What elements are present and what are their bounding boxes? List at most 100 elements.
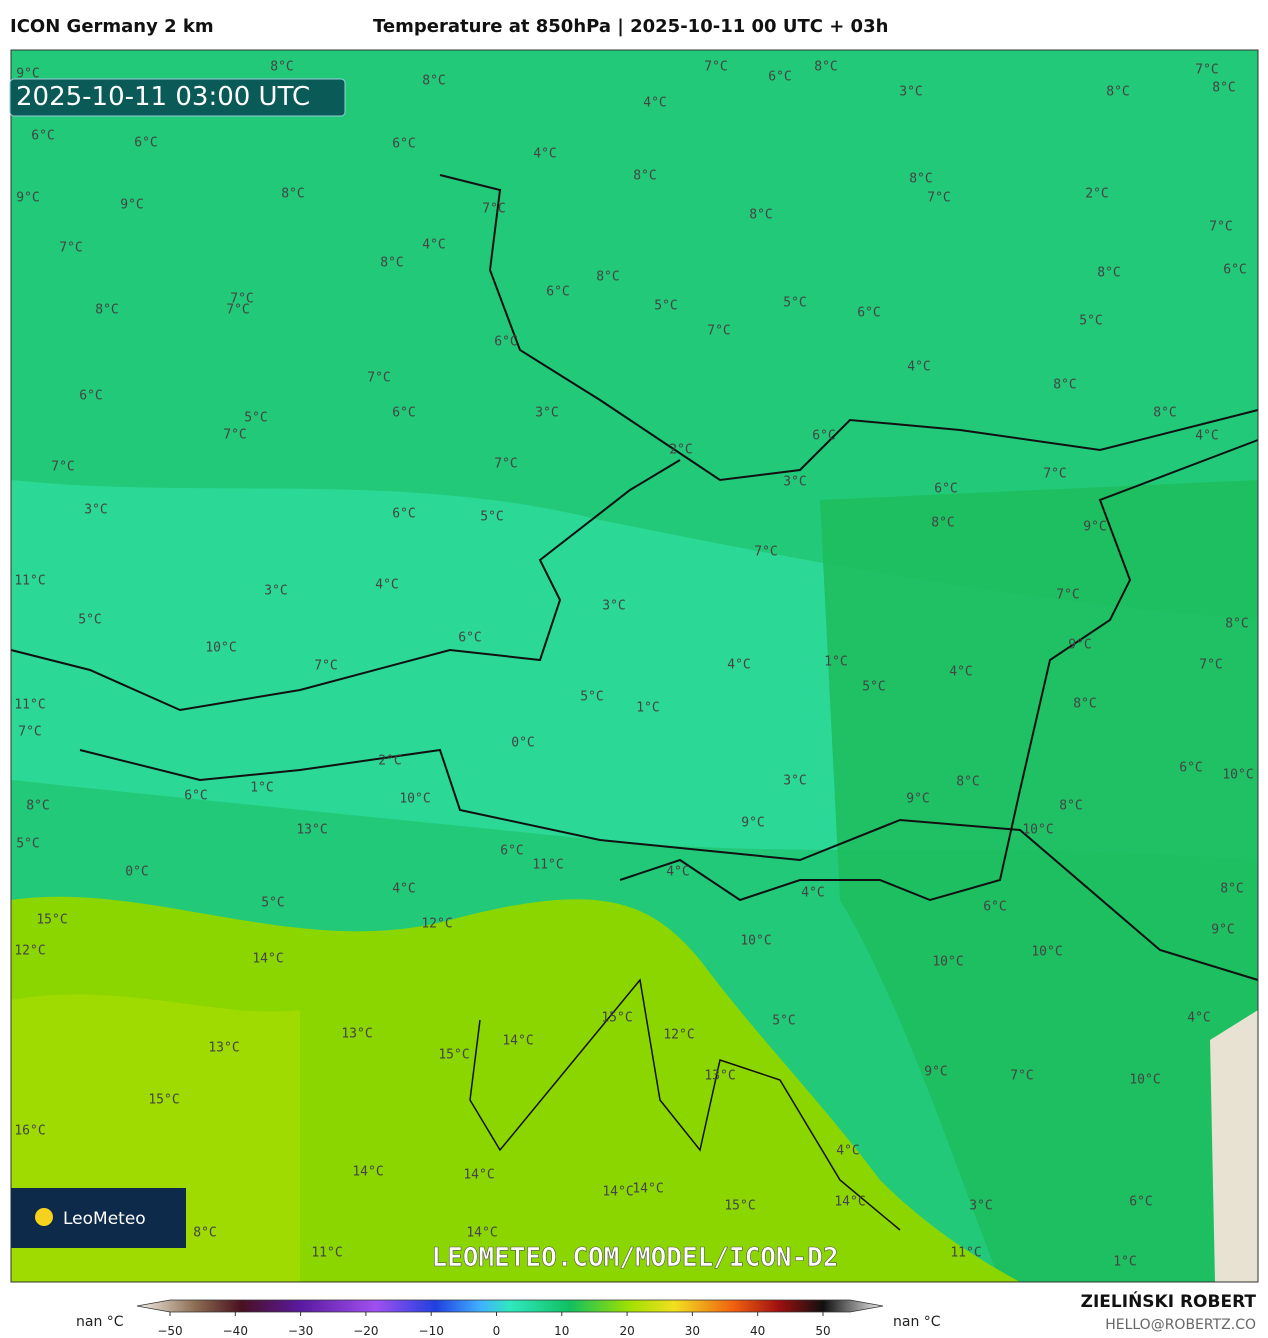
temperature-label: 5°C bbox=[654, 299, 677, 314]
temperature-label: 6°C bbox=[79, 389, 102, 404]
temperature-label: 5°C bbox=[16, 837, 39, 852]
map-title: Temperature at 850hPa | 2025-10-11 00 UT… bbox=[373, 16, 888, 37]
temperature-label: 13°C bbox=[208, 1041, 239, 1056]
temperature-label: 7°C bbox=[1043, 467, 1066, 482]
temperature-label: 0°C bbox=[125, 865, 148, 880]
colorbar-tick-label: −30 bbox=[288, 1324, 313, 1338]
temperature-label: 6°C bbox=[857, 306, 880, 321]
temperature-label: 7°C bbox=[230, 292, 253, 307]
border bbox=[10, 459, 681, 712]
logo: LeoMeteo bbox=[63, 1209, 146, 1229]
temperature-label: 7°C bbox=[18, 725, 41, 740]
temperature-label: 9°C bbox=[906, 792, 929, 807]
temperature-label: 5°C bbox=[772, 1014, 795, 1029]
temperature-label: 13°C bbox=[341, 1027, 372, 1042]
temperature-label: 14°C bbox=[252, 952, 283, 967]
temperature-label: 7°C bbox=[482, 202, 505, 217]
temperature-label: 4°C bbox=[533, 147, 556, 162]
temperature-label: 12°C bbox=[14, 944, 45, 959]
temperature-label: 11°C bbox=[14, 574, 45, 589]
temperature-label: 16°C bbox=[14, 1124, 45, 1139]
temperature-label: 6°C bbox=[768, 70, 791, 85]
temperature-label: 8°C bbox=[1059, 799, 1082, 814]
temperature-label: 6°C bbox=[1223, 263, 1246, 278]
temperature-label: 8°C bbox=[270, 60, 293, 75]
temperature-label: 6°C bbox=[494, 335, 517, 350]
temperature-label: 13°C bbox=[296, 823, 327, 838]
colorbar-min-label: nan °C bbox=[76, 1314, 124, 1330]
temperature-label: 8°C bbox=[422, 74, 445, 89]
temperature-label: 11°C bbox=[311, 1246, 342, 1261]
temperature-label: 10°C bbox=[740, 934, 771, 949]
colorbar-tick-label: 40 bbox=[750, 1324, 765, 1338]
temperature-label: 3°C bbox=[535, 406, 558, 421]
timestamp-box bbox=[9, 78, 346, 117]
temperature-label: 7°C bbox=[367, 371, 390, 386]
temperature-label: 4°C bbox=[392, 882, 415, 897]
colorbar-tick-label: −40 bbox=[223, 1324, 248, 1338]
temperature-label: 5°C bbox=[580, 690, 603, 705]
colorbar-max-label: nan °C bbox=[893, 1314, 941, 1330]
temperature-label: 6°C bbox=[31, 129, 54, 144]
temperature-label: 15°C bbox=[36, 913, 67, 928]
author: ZIELIŃSKI ROBERT bbox=[1081, 1290, 1257, 1312]
temperature-label: 5°C bbox=[480, 510, 503, 525]
temperature-label: 14°C bbox=[352, 1165, 383, 1180]
colorbar-tick-label: −20 bbox=[353, 1324, 378, 1338]
border bbox=[79, 748, 1259, 981]
temperature-label: 15°C bbox=[601, 1011, 632, 1026]
temperature-label: 8°C bbox=[633, 169, 656, 184]
temperature-label: 6°C bbox=[392, 137, 415, 152]
temperature-label: 5°C bbox=[244, 411, 267, 426]
temperature-label: 8°C bbox=[1097, 266, 1120, 281]
temperature-label: 5°C bbox=[783, 296, 806, 311]
temperature-label: 3°C bbox=[602, 599, 625, 614]
temperature-label: 3°C bbox=[84, 503, 107, 518]
temperature-label: 15°C bbox=[438, 1048, 469, 1063]
temperature-label: 10°C bbox=[1031, 945, 1062, 960]
temperature-label: 10°C bbox=[1129, 1073, 1160, 1088]
temperature-label: 12°C bbox=[663, 1028, 694, 1043]
colorbar-tick-label: 10 bbox=[554, 1324, 569, 1338]
colorbar-tick-label: 0 bbox=[493, 1324, 501, 1338]
temperature-label: 4°C bbox=[666, 865, 689, 880]
temperature-label: 3°C bbox=[969, 1199, 992, 1214]
coast bbox=[469, 978, 901, 1231]
temperature-label: 14°C bbox=[466, 1226, 497, 1241]
temperature-label: 6°C bbox=[392, 507, 415, 522]
temperature-label: 9°C bbox=[741, 816, 764, 831]
temperature-label: 9°C bbox=[1068, 638, 1091, 653]
temperature-label: 5°C bbox=[862, 680, 885, 695]
map-labels: 9°C 8°C 8°C 7°C 6°C 8°C 3°C 7°C 8°C 8°C 6°C 6°C 6°C 4… bbox=[14, 60, 1253, 1270]
temperature-label: 3°C bbox=[899, 85, 922, 100]
temperature-label: 2°C bbox=[669, 443, 692, 458]
temperature-label: 8°C bbox=[956, 775, 979, 790]
temperature-label: 9°C bbox=[924, 1065, 947, 1080]
temperature-label: 14°C bbox=[632, 1182, 663, 1197]
temperature-label: 12°C bbox=[421, 917, 452, 932]
temperature-label: 6°C bbox=[546, 285, 569, 300]
author-email: HELLO@ROBERTZ.CO bbox=[1105, 1317, 1256, 1333]
temperature-label: 8°C bbox=[281, 187, 304, 202]
colorbar-tick-label: −50 bbox=[157, 1324, 182, 1338]
colorbar-ticks: −50 −40 −30 −20 −10 0 10 20 30 40 50 bbox=[157, 1312, 831, 1338]
colorbar-tick-label: −10 bbox=[419, 1324, 444, 1338]
temperature-label: 10°C bbox=[932, 955, 963, 970]
temperature-label: 1°C bbox=[250, 781, 273, 796]
temperature-label: 14°C bbox=[834, 1195, 865, 1210]
colorbar bbox=[136, 1299, 884, 1313]
temperature-label: 8°C bbox=[1212, 81, 1235, 96]
temperature-label: 8°C bbox=[909, 172, 932, 187]
watermark: LEOMETEO.COM/MODEL/ICON-D2 bbox=[432, 1243, 839, 1273]
temperature-label: 4°C bbox=[801, 886, 824, 901]
temperature-label: 8°C bbox=[1053, 378, 1076, 393]
temperature-label: 6°C bbox=[934, 482, 957, 497]
temperature-label: 7°C bbox=[314, 659, 337, 674]
temperature-label: 3°C bbox=[783, 475, 806, 490]
temperature-label: 10°C bbox=[1222, 768, 1253, 783]
temperature-label: 9°C bbox=[16, 191, 39, 206]
temperature-label: 9°C bbox=[1211, 923, 1234, 938]
temperature-label: 7°C bbox=[754, 545, 777, 560]
temperature-label: 9°C bbox=[16, 67, 39, 82]
